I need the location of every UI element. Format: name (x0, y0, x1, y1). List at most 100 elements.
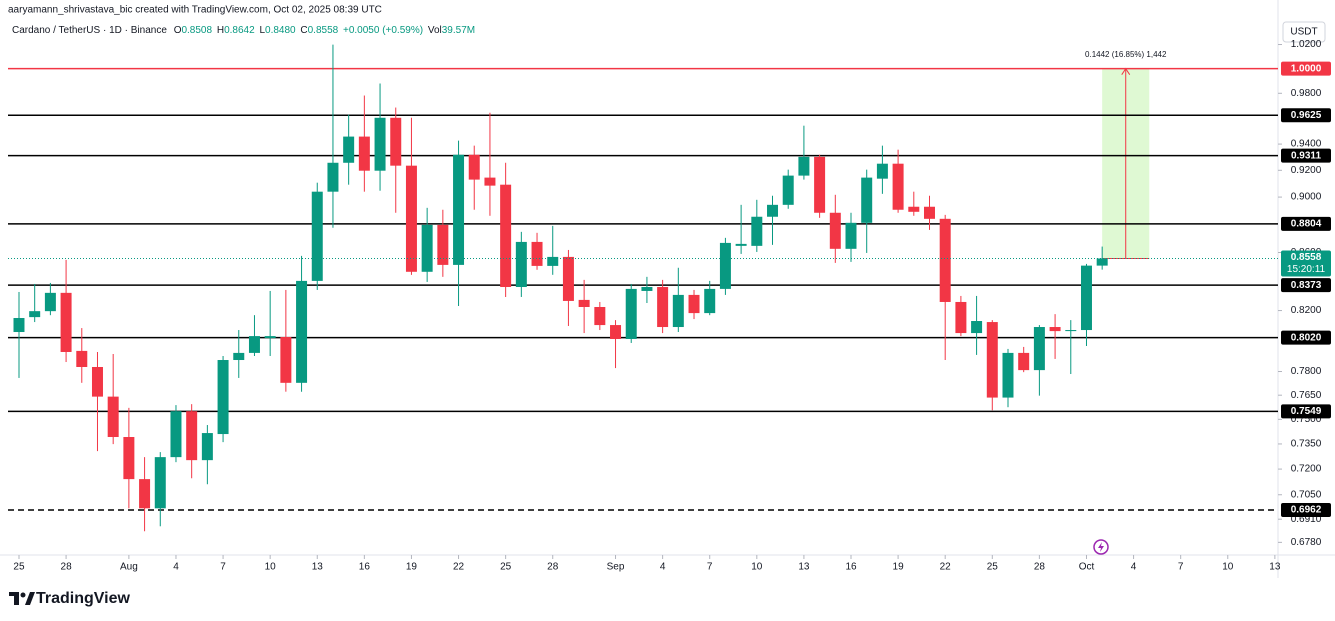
candle-body (1049, 327, 1061, 332)
candle-body (782, 175, 794, 205)
candle-body (594, 306, 606, 326)
candle-body (170, 411, 182, 458)
candle-body (657, 287, 669, 328)
candle-body (296, 280, 308, 383)
y-tick-label: 0.7650 (1291, 390, 1322, 401)
x-tick-label: Aug (120, 562, 138, 573)
x-tick-label: 13 (312, 562, 324, 573)
candle-body (139, 479, 151, 509)
candle-body (971, 321, 983, 334)
y-tick-label: 0.7500 (1291, 414, 1322, 425)
y-tick-label: 0.7200 (1291, 464, 1322, 475)
x-tick-label: 25 (500, 562, 512, 573)
candle-body (1033, 327, 1045, 371)
x-tick-label: 25 (13, 562, 25, 573)
candle-body (939, 218, 951, 302)
candle-body (1002, 352, 1014, 398)
events-icon[interactable] (1093, 539, 1109, 555)
candle-body (547, 256, 559, 266)
candle-body (60, 292, 72, 352)
x-tick-label: 7 (220, 562, 226, 573)
ohlc-key: H (217, 25, 224, 36)
candle-body (405, 165, 417, 272)
candle-body (798, 156, 810, 176)
candle-body (1096, 258, 1108, 266)
candle-body (876, 163, 888, 179)
level-label-box (1281, 278, 1331, 293)
plot: 1.02000.98000.94000.92000.90000.86000.82… (8, 39, 1331, 573)
candle-body (29, 311, 41, 318)
candle-body (201, 433, 213, 461)
candle-body (358, 136, 370, 171)
x-tick-label: 13 (798, 562, 810, 573)
candle-body (719, 242, 731, 289)
candle-body (641, 287, 653, 291)
level-label: 0.8373 (1291, 280, 1322, 291)
candle-body (814, 156, 826, 213)
y-tick-label: 0.6780 (1291, 537, 1322, 548)
volume-value: 39.57M (442, 25, 475, 36)
ohlc-value: 0.8480 (265, 25, 296, 36)
measure-label: 0.1442 (16.85%) 1,442 (1085, 50, 1167, 59)
x-tick-label: 7 (707, 562, 713, 573)
candle-body (515, 241, 527, 288)
level-label: 0.8020 (1291, 332, 1322, 343)
candle-body (437, 224, 449, 265)
ohlc-key: L (259, 25, 265, 36)
last-price-box (1281, 250, 1331, 277)
candle-body (484, 177, 496, 186)
x-tick-label: 22 (940, 562, 952, 573)
candle-body (751, 216, 763, 246)
candle-body (390, 117, 402, 166)
bar-countdown: 15:20:11 (1287, 264, 1326, 275)
level-label: 0.8804 (1291, 219, 1322, 230)
y-tick-label: 0.9000 (1291, 192, 1322, 203)
candle-body (217, 360, 229, 435)
x-tick-label: 16 (845, 562, 857, 573)
level-label-box (1281, 330, 1331, 345)
y-tick-label: 0.7050 (1291, 489, 1322, 500)
level-label: 0.6962 (1291, 505, 1322, 516)
brand-logo (9, 592, 35, 605)
candle-body (767, 204, 779, 217)
level-label-box (1281, 61, 1331, 76)
candle-body (892, 163, 904, 210)
x-tick-label: 25 (987, 562, 999, 573)
x-tick-label: 10 (265, 562, 277, 573)
level-label: 1.0000 (1291, 63, 1322, 74)
y-tick-label: 0.8200 (1291, 305, 1322, 316)
candle-body (76, 350, 88, 367)
ohlc-value: 0.8508 (181, 25, 212, 36)
candle-body (672, 294, 684, 328)
brand: TradingView (36, 590, 131, 607)
candle-body (233, 352, 245, 361)
candle-body (44, 292, 56, 312)
candle-body (327, 162, 339, 192)
candle-body (154, 457, 166, 509)
candle-body (186, 411, 198, 461)
candle-body (688, 294, 700, 314)
x-tick-label: 28 (1034, 562, 1046, 573)
currency-box[interactable] (1282, 21, 1326, 43)
candle-body (453, 154, 465, 265)
candle-body (845, 222, 857, 249)
x-tick-label: 4 (660, 562, 666, 573)
candle-body (562, 256, 574, 301)
ohlc-key: C (300, 25, 307, 36)
y-tick-label: 0.9200 (1291, 165, 1322, 176)
x-tick-label: 7 (1178, 562, 1184, 573)
x-tick-label: Oct (1079, 562, 1095, 573)
currency[interactable]: USDT (1290, 27, 1317, 38)
level-label-box (1281, 216, 1331, 231)
level-label: 0.9625 (1291, 110, 1322, 121)
y-tick-label: 0.9800 (1291, 88, 1322, 99)
x-tick-label: 10 (1222, 562, 1234, 573)
candle-body (421, 224, 433, 272)
candle-body (704, 288, 716, 314)
candle-body (829, 212, 841, 249)
x-tick-label: 13 (1269, 562, 1281, 573)
candle-body (374, 117, 386, 171)
level-label-box (1281, 108, 1331, 123)
x-tick-label: Sep (607, 562, 625, 573)
